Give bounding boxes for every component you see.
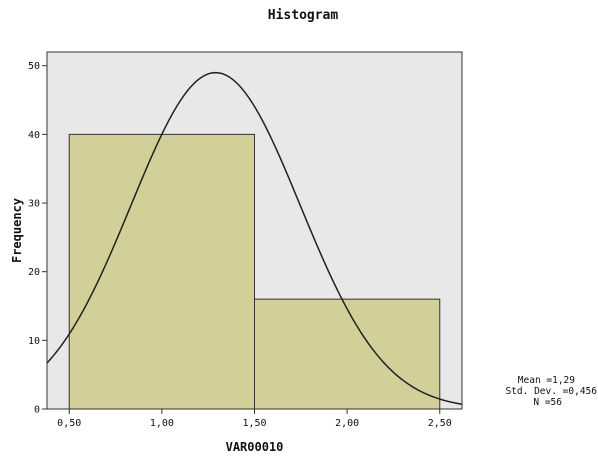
- chart-title: Histogram: [268, 8, 339, 23]
- stats-mean: Mean =1,29: [518, 375, 575, 386]
- y-tick-label: 0: [34, 405, 40, 416]
- x-tick-label: 0,50: [57, 418, 81, 429]
- histogram-bar-1: [68, 133, 255, 410]
- y-axis-label: Frequency: [10, 198, 24, 263]
- y-tick-label: 50: [28, 61, 40, 72]
- y-tick-label: 40: [28, 130, 40, 141]
- x-tick-label: 2,00: [335, 418, 359, 429]
- x-axis-label: VAR00010: [226, 440, 284, 454]
- stats-n: N =56: [533, 397, 562, 408]
- histogram-bar-2: [254, 298, 441, 410]
- y-tick-label: 30: [28, 199, 40, 210]
- y-axis: 0 10 20 30 40 50: [28, 61, 47, 416]
- x-tick-label: 1,00: [150, 418, 174, 429]
- x-axis: 0,50 1,00 1,50 2,00 2,50: [57, 409, 452, 429]
- bars-layer: [68, 133, 441, 410]
- x-tick-label: 1,50: [242, 418, 266, 429]
- stats-box: Mean =1,29 Std. Dev. =0,456 N =56: [505, 375, 597, 408]
- normal-curve: [46, 71, 463, 405]
- stats-std-dev: Std. Dev. =0,456: [505, 386, 597, 397]
- x-tick-label: 2,50: [428, 418, 452, 429]
- y-tick-label: 10: [28, 336, 40, 347]
- y-tick-label: 20: [28, 267, 40, 278]
